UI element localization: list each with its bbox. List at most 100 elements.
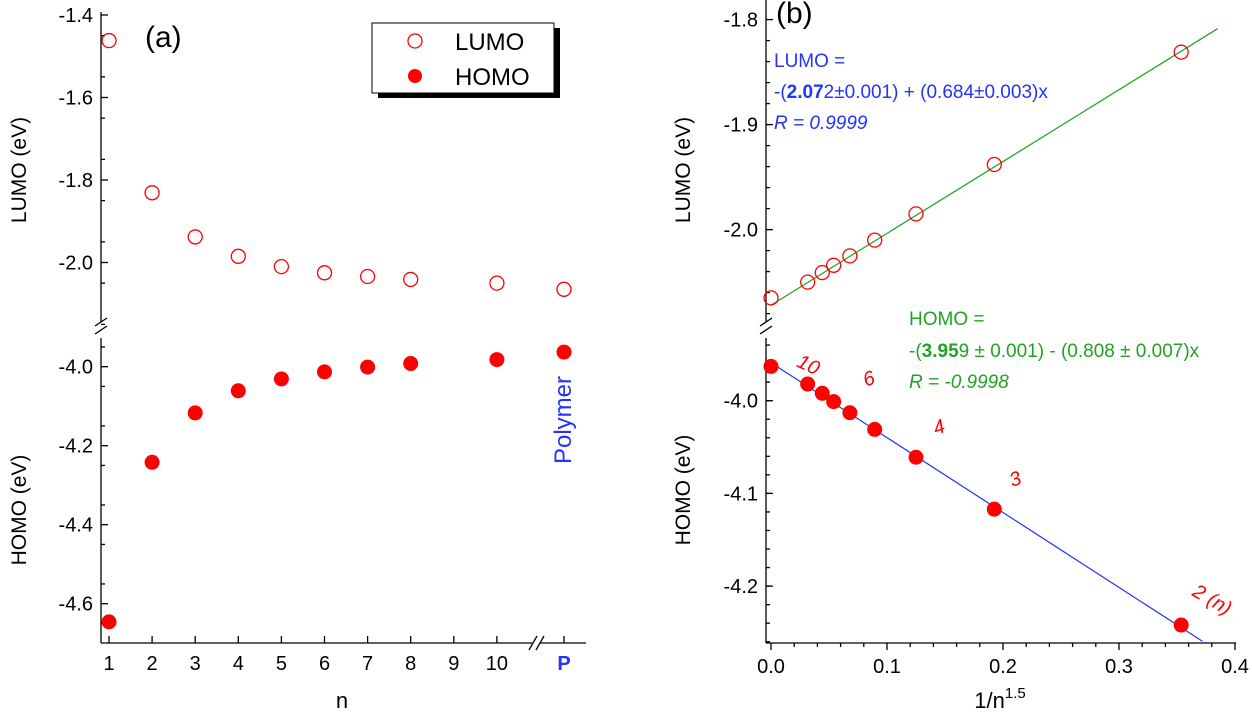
- x-tick-label: 1: [103, 653, 114, 675]
- homo-eq-post: 9 ± 0.001) - (0.808 ± 0.007)x: [959, 341, 1200, 362]
- homo-point: [908, 449, 924, 465]
- lumo-point: [842, 248, 858, 264]
- lumo-point: [144, 185, 160, 201]
- homo-point: [273, 371, 289, 387]
- lumo-fit-line: [770, 28, 1218, 306]
- y-tick-label: -4.0: [724, 391, 758, 413]
- y-tick-label: -1.8: [59, 170, 93, 192]
- x-tick-label: 0.3: [1105, 656, 1133, 678]
- y-tick-label: -4.1: [724, 483, 758, 505]
- homo-point: [986, 501, 1002, 517]
- legend-lumo-marker: [407, 33, 423, 49]
- homo-point: [101, 614, 117, 630]
- n-label: 2 (n): [1188, 580, 1235, 620]
- lumo-point: [825, 257, 842, 273]
- panel-b-xlabel: 1/n1.5: [974, 685, 1025, 713]
- homo-point: [814, 385, 830, 401]
- lumo-point: [359, 268, 376, 285]
- lumo-fit-equation: LUMO = -(2.072±0.001) + (0.684±0.003)x R…: [774, 51, 1048, 134]
- homo-point: [800, 376, 816, 392]
- panel-b-xlabel-base: 1/n: [974, 688, 1005, 713]
- homo-fit-equation: HOMO = -(3.959 ± 0.001) - (0.808 ± 0.007…: [909, 309, 1200, 393]
- homo-point: [1173, 617, 1189, 633]
- x-tick-label: 9: [448, 653, 459, 675]
- panel-a-y-break-mark: [94, 317, 108, 327]
- y-tick-label: -4.2: [724, 576, 758, 598]
- lumo-point: [763, 290, 779, 306]
- y-tick-label: -4.4: [59, 515, 93, 537]
- lumo-point: [556, 281, 572, 297]
- homo-fit-line: [770, 362, 1203, 642]
- panel-b-homo-ylabel: HOMO (eV): [672, 435, 695, 546]
- homo-point: [842, 405, 858, 421]
- y-tick-label: -4.6: [59, 594, 93, 616]
- panel-b-y-break-mark: [759, 325, 773, 335]
- lumo-point: [403, 271, 419, 288]
- n-label: 10: [794, 351, 823, 380]
- legend-homo-marker: [408, 69, 422, 83]
- homo-point: [867, 421, 883, 437]
- panel-a-y-break-mark: [94, 325, 108, 335]
- lumo-point: [1173, 44, 1189, 60]
- lumo-eq-bold: 2.07: [787, 82, 824, 103]
- homo-point: [187, 405, 203, 421]
- lumo-point: [187, 229, 203, 245]
- y-tick-label: -4.2: [59, 436, 93, 458]
- lumo-eq-r: R = 0.9999: [774, 113, 868, 134]
- x-tick-label: 0.1: [873, 656, 901, 678]
- x-tick-label: 5: [276, 653, 287, 675]
- homo-point: [826, 394, 842, 410]
- polymer-annotation: Polymer: [550, 376, 577, 464]
- x-tick-label: 0.4: [1221, 656, 1249, 678]
- x-tick-label: 0.0: [757, 656, 785, 678]
- homo-point: [144, 454, 160, 470]
- x-tick-label: 0.2: [989, 656, 1017, 678]
- homo-eq-pre: -(: [909, 341, 922, 362]
- panel-b-xlabel-sup: 1.5: [1005, 685, 1026, 702]
- panel-a-x-break-mark: [528, 635, 538, 651]
- homo-eq-line1: HOMO =: [909, 309, 984, 330]
- legend-lumo-label: LUMO: [455, 29, 524, 56]
- lumo-point: [230, 248, 246, 264]
- panel-b-label: (b): [776, 0, 813, 30]
- x-tick-label: 8: [405, 653, 416, 675]
- homo-point: [489, 352, 505, 368]
- legend: LUMO HOMO: [371, 22, 560, 98]
- homo-eq-bold: 3.95: [922, 341, 959, 362]
- x-tick-label: 10: [486, 653, 508, 675]
- x-tick-label: 3: [190, 653, 201, 675]
- panel-b-lumo-ylabel: LUMO (eV): [672, 117, 695, 223]
- x-tick-label: 6: [319, 653, 330, 675]
- n-label: 3: [1006, 467, 1024, 491]
- lumo-eq-pre: -(: [774, 82, 787, 103]
- lumo-point: [867, 232, 883, 248]
- lumo-point: [908, 206, 924, 222]
- x-tick-label: 2: [147, 653, 158, 675]
- homo-point: [317, 364, 332, 380]
- panel-a-label: (a): [145, 21, 182, 54]
- y-tick-label: -1.4: [59, 5, 93, 27]
- homo-point: [230, 383, 246, 399]
- x-tick-label: 4: [233, 653, 244, 675]
- lumo-point: [101, 32, 117, 49]
- lumo-point: [986, 156, 1002, 173]
- lumo-point: [316, 265, 333, 281]
- homo-point: [360, 359, 376, 375]
- x-tick-label: P: [557, 653, 570, 675]
- homo-eq-line2: -(3.959 ± 0.001) - (0.808 ± 0.007)x: [909, 341, 1200, 362]
- n-label: 6: [860, 367, 879, 392]
- lumo-eq-line1: LUMO =: [774, 51, 845, 72]
- homo-point: [403, 356, 419, 372]
- lumo-point: [800, 274, 816, 290]
- legend-box: [371, 22, 555, 94]
- lumo-eq-line2: -(2.072±0.001) + (0.684±0.003)x: [774, 82, 1048, 103]
- y-tick-label: -4.0: [59, 357, 93, 379]
- homo-point: [763, 358, 779, 374]
- homo-point: [556, 344, 572, 360]
- legend-homo-label: HOMO: [455, 64, 530, 91]
- lumo-eq-post: 2±0.001) + (0.684±0.003)x: [824, 82, 1049, 103]
- n-label: 4: [930, 415, 948, 439]
- panel-b-y-break-mark: [759, 317, 773, 327]
- panel-a-homo-ylabel: HOMO (eV): [8, 455, 31, 566]
